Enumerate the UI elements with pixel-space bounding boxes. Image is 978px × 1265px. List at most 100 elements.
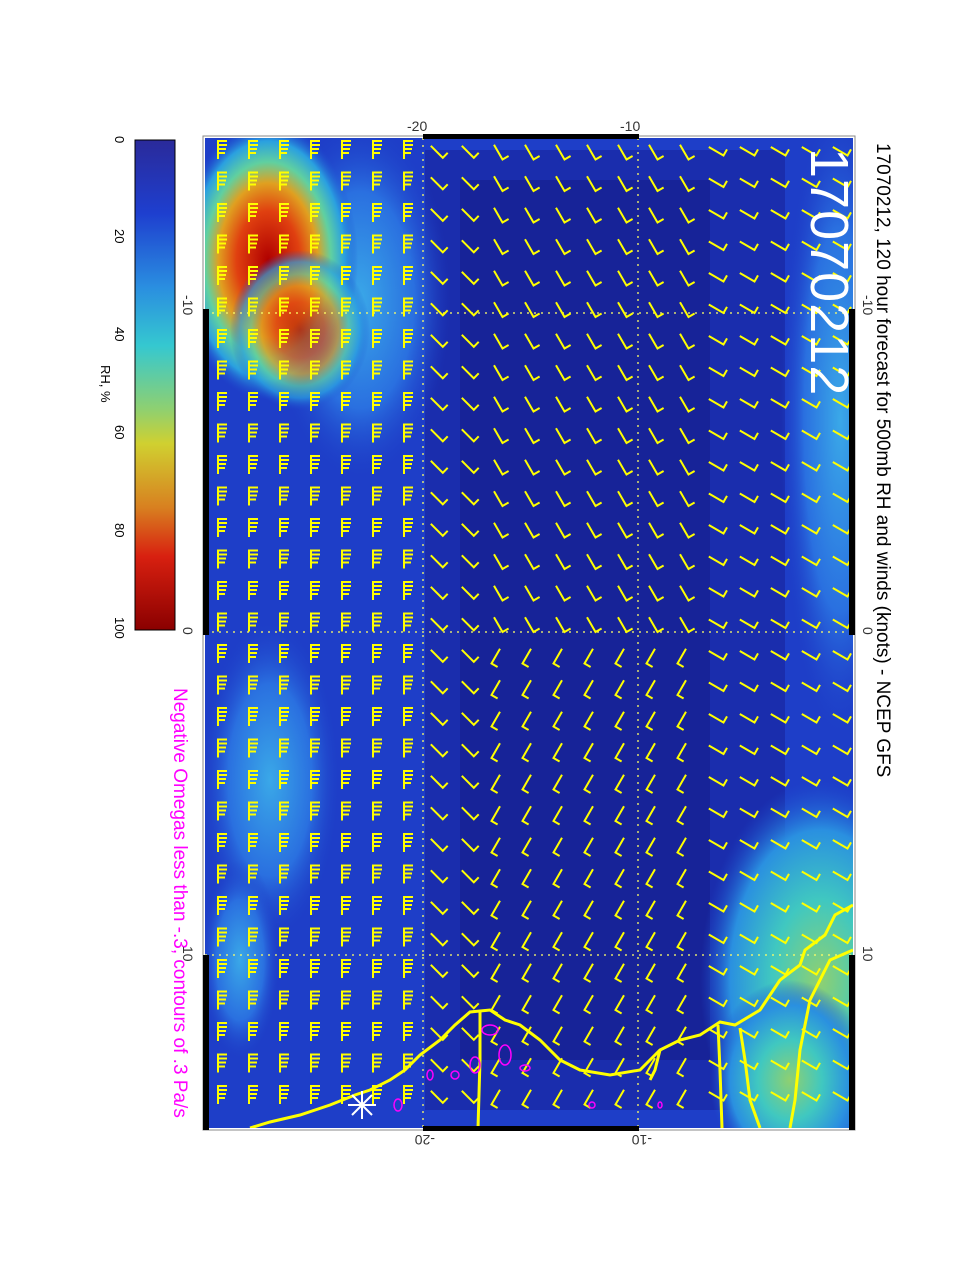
wind-barb: [832, 870, 852, 882]
wind-barb: [645, 900, 656, 920]
wind-barb: [310, 927, 320, 947]
wind-barb: [555, 490, 572, 508]
wind-barb: [679, 585, 696, 602]
wind-barb: [372, 297, 382, 317]
wind-barb: [217, 990, 227, 1010]
wind-barb: [493, 585, 510, 602]
wind-barb: [676, 1089, 687, 1109]
wind-barb: [493, 175, 510, 193]
wind-barb: [461, 239, 480, 254]
wind-barb: [617, 616, 634, 634]
wind-barb: [248, 1022, 258, 1041]
wind-barb: [279, 423, 289, 443]
wind-barb: [614, 774, 625, 794]
wind-barb: [430, 302, 449, 317]
wind-barb: [739, 398, 759, 409]
wind-barb: [739, 839, 759, 850]
wind-barb: [430, 806, 449, 821]
wind-barb: [676, 805, 687, 826]
wind-barb: [552, 711, 563, 731]
wind-barb: [583, 774, 594, 794]
wind-barb: [490, 900, 501, 920]
wind-barb: [341, 1053, 351, 1073]
wind-barb: [341, 549, 351, 569]
wind-barb: [310, 959, 320, 978]
wind-barb: [372, 140, 382, 159]
wind-barb: [490, 837, 501, 857]
wind-barb: [617, 144, 634, 161]
wind-barb: [403, 581, 413, 600]
wind-barb: [555, 585, 572, 602]
wind-barb: [217, 171, 227, 191]
wind-barb: [739, 429, 759, 441]
wind-barb: [430, 775, 449, 790]
wind-barb: [801, 587, 821, 598]
wind-barb: [770, 335, 790, 346]
wind-barb: [679, 301, 696, 319]
wind-barb: [430, 838, 449, 853]
wind-barb: [490, 1057, 501, 1078]
wind-barb: [770, 398, 790, 409]
wind-barb: [493, 238, 510, 256]
wind-barb: [341, 1022, 351, 1041]
wind-barb: [614, 742, 625, 763]
wind-barb: [739, 303, 759, 315]
wind-barb: [617, 333, 634, 350]
wind-barb: [555, 459, 572, 476]
wind-barb: [372, 171, 382, 191]
wind-barb: [248, 486, 258, 506]
wind-barb: [310, 329, 320, 348]
wind-barb: [279, 392, 289, 411]
wind-barb: [770, 776, 790, 787]
wind-barb: [430, 932, 449, 947]
wind-barb: [372, 864, 382, 884]
wind-barb: [770, 1091, 790, 1102]
wind-barb: [708, 933, 728, 945]
wind-barb: [739, 240, 759, 252]
wind-barb: [617, 459, 634, 476]
wind-barb: [403, 612, 413, 632]
wind-barb: [555, 364, 572, 382]
wind-barb: [708, 272, 728, 283]
wind-barb: [617, 238, 634, 256]
location-star-marker: [348, 1091, 376, 1119]
wind-barb: [679, 333, 696, 350]
wind-barb: [490, 963, 501, 983]
wind-barb: [403, 360, 413, 380]
wind-barb: [490, 679, 501, 700]
wind-barb: [583, 900, 594, 920]
wind-barb: [801, 461, 821, 472]
wind-barb: [801, 650, 821, 661]
wind-barb: [248, 234, 258, 254]
wind-barb: [648, 270, 665, 287]
wind-barb: [521, 963, 532, 983]
wind-barb: [248, 990, 258, 1010]
wind-barb: [490, 868, 501, 889]
wind-barb: [648, 301, 665, 319]
wind-barb: [770, 870, 790, 882]
wind-barb: [832, 933, 852, 945]
wind-barb: [279, 297, 289, 317]
wind-barb: [552, 774, 563, 794]
wind-barb: [521, 837, 532, 857]
wind-barb: [832, 303, 852, 315]
wind-barb: [279, 959, 289, 978]
wind-barb: [617, 490, 634, 508]
wind-barb: [248, 1053, 258, 1073]
wind-barb: [708, 839, 728, 850]
wind-barb: [403, 1053, 413, 1073]
wind-barb: [217, 486, 227, 506]
wind-barb: [679, 364, 696, 382]
wind-barb: [279, 896, 289, 915]
wind-barb: [279, 644, 289, 663]
wind-barb: [372, 1053, 382, 1073]
wind-barb: [279, 707, 289, 726]
wind-barb: [372, 833, 382, 852]
wind-barb: [770, 902, 790, 913]
wind-barb: [248, 801, 258, 821]
coastline: [249, 903, 853, 1128]
wind-barb: [461, 743, 480, 758]
wind-barb: [430, 869, 449, 884]
wind-barb: [493, 270, 510, 287]
wind-barb: [248, 266, 258, 285]
